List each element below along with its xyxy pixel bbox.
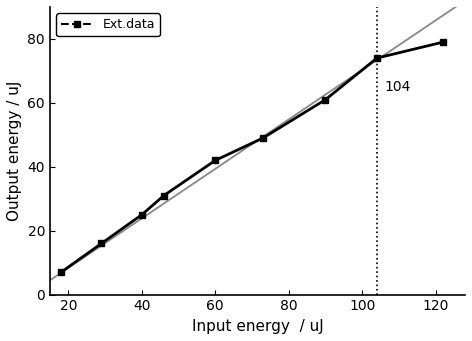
- Ext.data: [58, 270, 64, 274]
- Line: Ext.data: Ext.data: [58, 39, 447, 276]
- Text: 104: 104: [384, 80, 411, 94]
- Ext.data: [212, 158, 218, 162]
- Ext.data: [161, 193, 167, 197]
- Y-axis label: Output energy / uJ: Output energy / uJ: [7, 80, 22, 221]
- Ext.data: [323, 98, 329, 102]
- Ext.data: [99, 241, 104, 246]
- Ext.data: [440, 40, 446, 44]
- Ext.data: [139, 213, 144, 217]
- X-axis label: Input energy  / uJ: Input energy / uJ: [192, 319, 323, 334]
- Ext.data: [260, 136, 266, 140]
- Legend: Ext.data: Ext.data: [56, 13, 160, 36]
- Ext.data: [374, 56, 380, 60]
